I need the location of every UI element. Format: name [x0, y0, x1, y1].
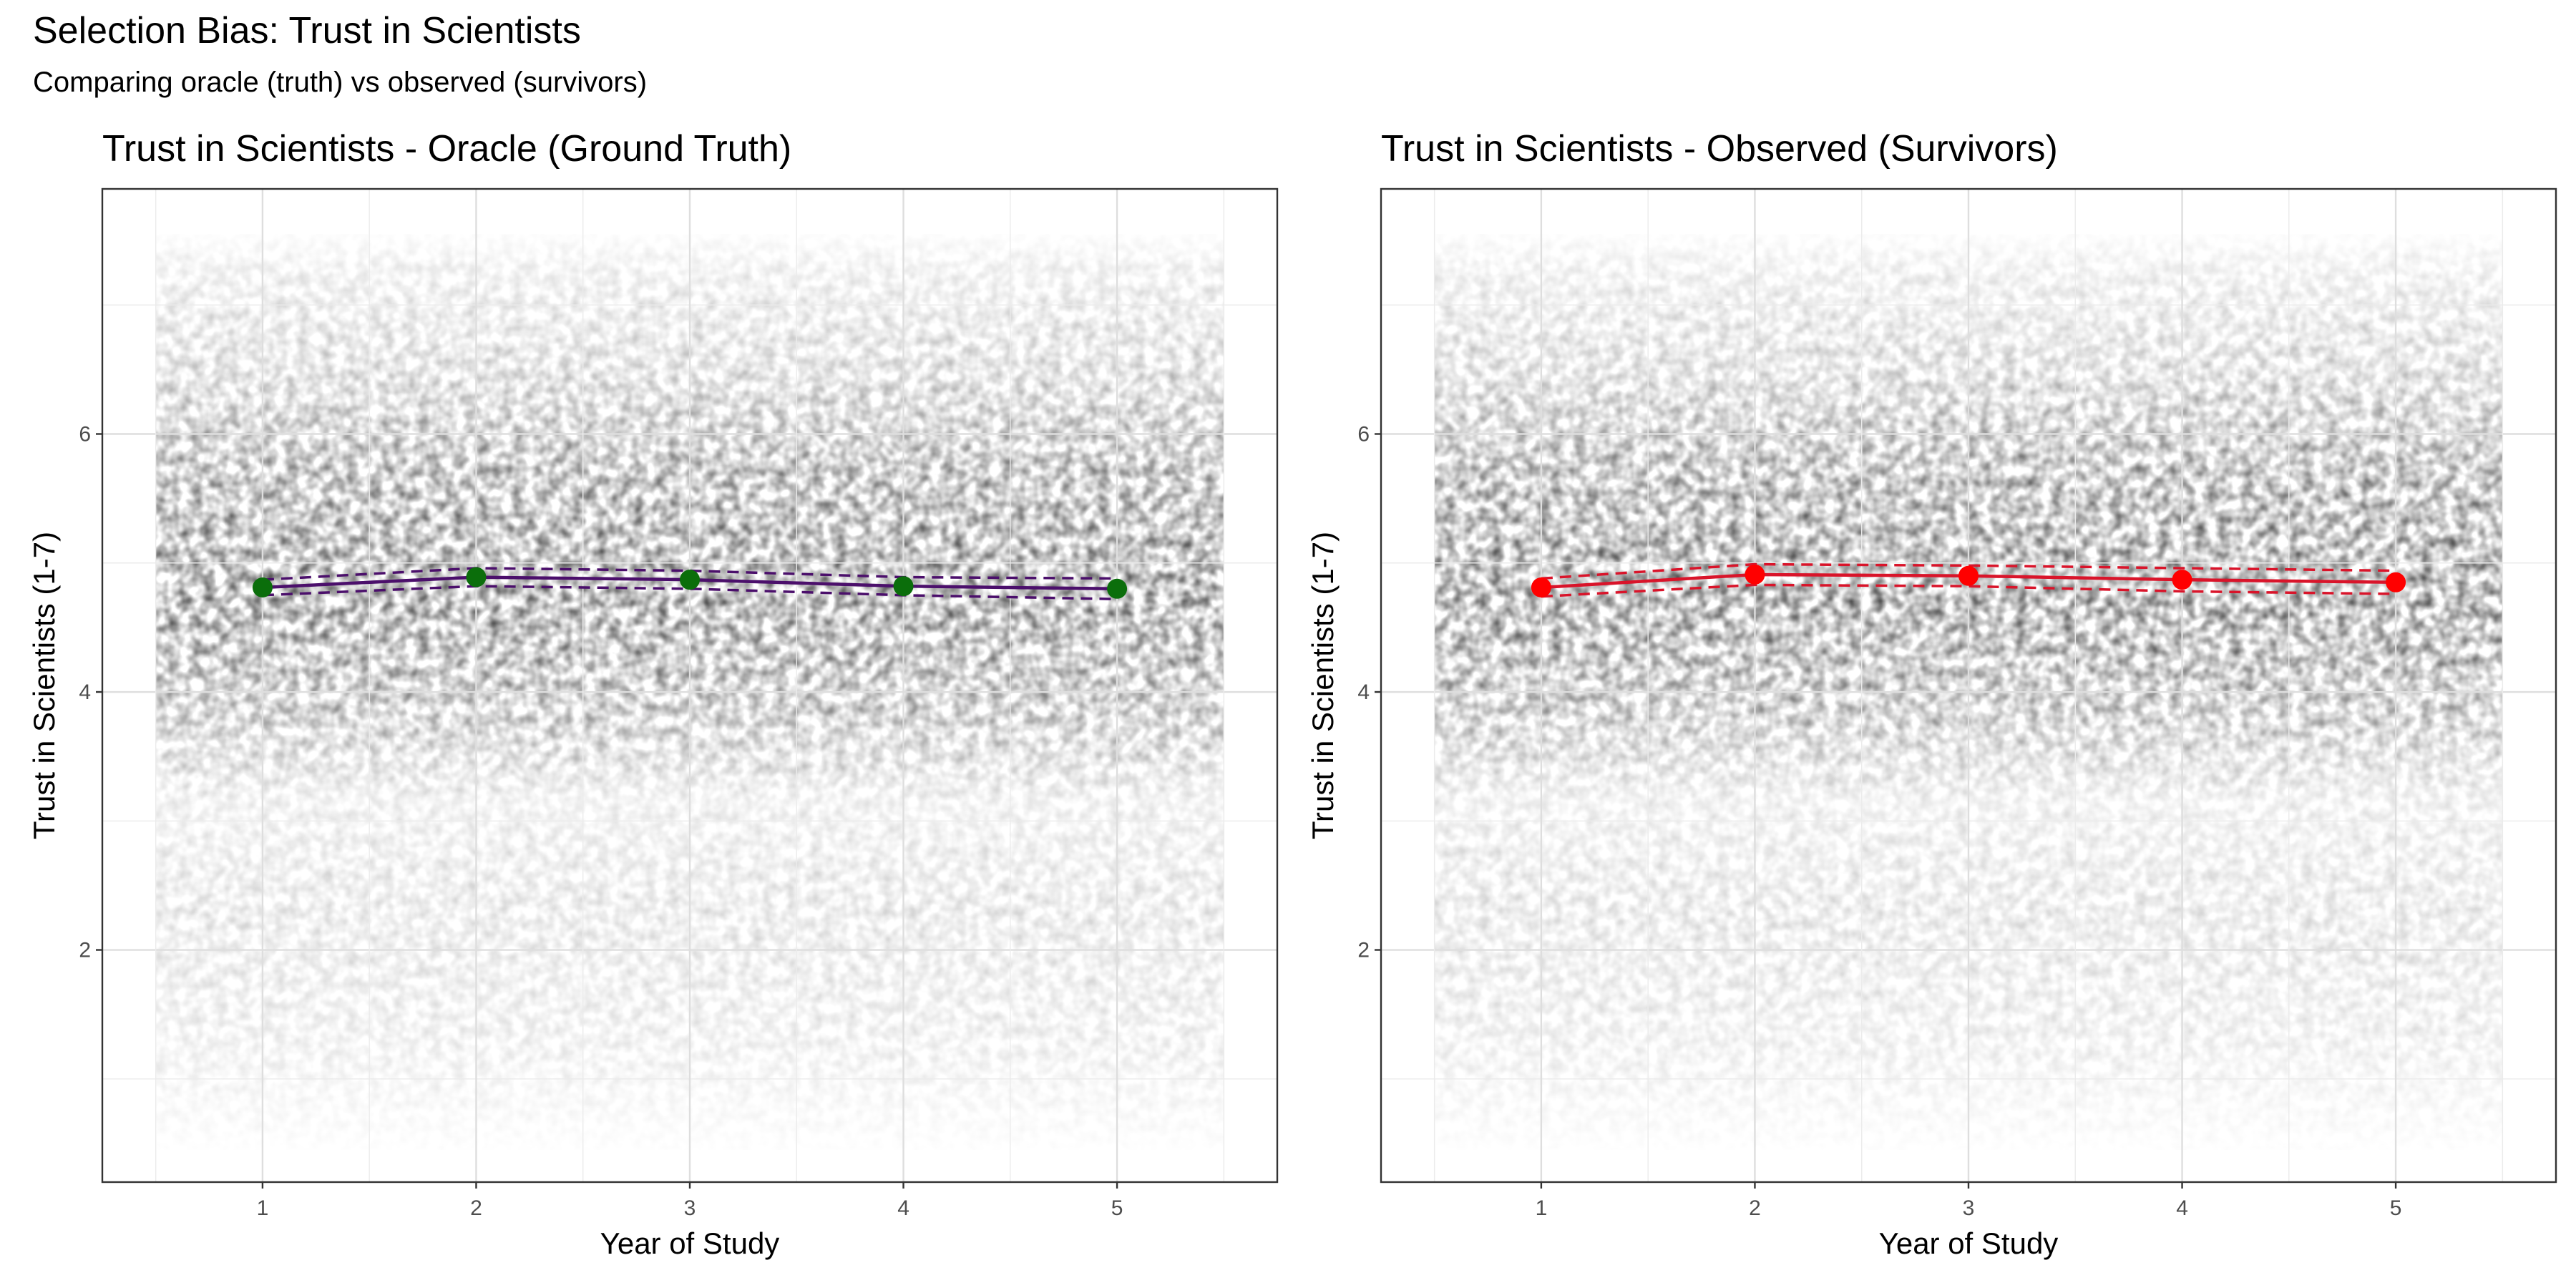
mean-point-year-1: [252, 577, 273, 598]
x-tick-label: 1: [1536, 1196, 1548, 1220]
x-tick-label: 3: [684, 1196, 696, 1220]
mean-point-year-3: [680, 570, 700, 590]
y-tick-label: 6: [1357, 422, 1370, 446]
mean-point-year-3: [1958, 565, 1979, 586]
panel-title: Trust in Scientists - Oracle (Ground Tru…: [102, 128, 791, 170]
mean-point-year-2: [1745, 564, 1765, 585]
ci-lower-line: [262, 585, 1118, 600]
y-tick-label: 4: [79, 680, 91, 704]
x-tick-label: 1: [257, 1196, 269, 1220]
mean-point-year-4: [2172, 570, 2192, 590]
mean-point-year-5: [2386, 572, 2406, 592]
y-tick-label: 2: [79, 939, 91, 962]
x-tick-label: 3: [1963, 1196, 1975, 1220]
ci-lower-line: [1541, 583, 2396, 598]
x-tick-label: 5: [1111, 1196, 1123, 1220]
figure-subtitle: Comparing oracle (truth) vs observed (su…: [33, 67, 647, 98]
mean-point-year-1: [1531, 577, 1551, 598]
x-tick-label: 2: [1749, 1196, 1761, 1220]
ci-upper-line: [262, 567, 1118, 581]
x-tick-label: 5: [2390, 1196, 2402, 1220]
x-axis-title: Year of Study: [600, 1226, 780, 1260]
y-tick-label: 2: [1357, 939, 1370, 962]
grid: [102, 189, 1277, 1182]
x-tick-label: 2: [470, 1196, 482, 1220]
panel-title: Trust in Scientists - Observed (Survivor…: [1381, 128, 2058, 170]
ci-upper-line: [1541, 562, 2396, 580]
figure-title: Selection Bias: Trust in Scientists: [33, 10, 581, 52]
y-tick-label: 6: [79, 422, 91, 446]
mean-point-year-2: [466, 567, 487, 587]
x-tick-label: 4: [2176, 1196, 2188, 1220]
panel-observed: Trust in Scientists - Observed (Survivor…: [1306, 128, 2557, 1260]
mean-point-year-4: [893, 576, 914, 597]
panel-oracle: Trust in Scientists - Oracle (Ground Tru…: [27, 128, 1279, 1260]
y-axis-title: Trust in Scientists (1-7): [27, 532, 61, 839]
y-tick-label: 4: [1357, 680, 1370, 704]
x-tick-label: 4: [897, 1196, 909, 1220]
mean-point-year-5: [1107, 578, 1128, 599]
grid: [1381, 189, 2556, 1182]
y-axis-title: Trust in Scientists (1-7): [1306, 532, 1340, 839]
x-axis-title: Year of Study: [1879, 1226, 2059, 1260]
